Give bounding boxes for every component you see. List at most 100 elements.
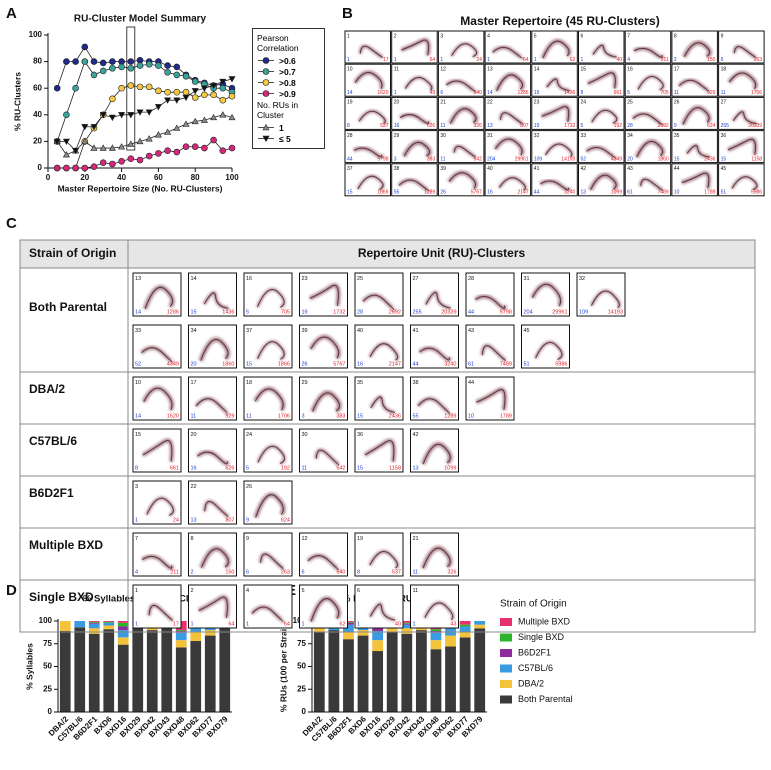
point xyxy=(81,137,89,145)
legend-label: Single BXD xyxy=(518,632,565,642)
cluster-id: 10 xyxy=(135,380,141,386)
cluster-units: 11 xyxy=(674,90,679,96)
thumb-image xyxy=(143,387,173,411)
x-tick-label: 60 xyxy=(154,173,163,182)
thumb-image xyxy=(369,343,399,361)
point xyxy=(118,143,126,150)
bar-segment xyxy=(59,621,71,632)
y-tick-label: 50 xyxy=(43,662,52,671)
thumb-frame xyxy=(299,376,348,421)
strain-name: Both Parental xyxy=(29,300,107,314)
chart-title: RU-Cluster Model Summary xyxy=(74,14,207,25)
bar-segment xyxy=(190,641,202,712)
thumb-image xyxy=(731,176,758,190)
strain-name: Multiple BXD xyxy=(29,538,103,552)
panel-title: Master Repertoire (45 RU-Clusters) xyxy=(460,14,659,28)
cluster-syllables: 624 xyxy=(281,518,290,524)
cluster-thumbnail: 21 11 326 xyxy=(437,96,485,130)
bar-segment xyxy=(117,630,129,638)
cluster-units: 52 xyxy=(135,362,141,368)
cluster-syllables: 2147 xyxy=(517,190,528,196)
cluster-units: 15 xyxy=(357,414,363,420)
cluster-thumbnail: 19 8 537 xyxy=(354,532,404,577)
cluster-units: 1 xyxy=(394,57,397,63)
cluster-thumbnail: 38 55 1289 xyxy=(410,376,459,421)
cluster-units: 6 xyxy=(440,90,443,96)
legend-label: >0.6 xyxy=(279,55,296,66)
cluster-units: 8 xyxy=(581,90,584,96)
bar-segment xyxy=(175,640,187,648)
thumb-image xyxy=(399,114,430,124)
cluster-thumbnail: 15 8 661 xyxy=(578,63,625,97)
cluster-thumbnail: 2 1 64 xyxy=(188,584,237,629)
thumb-image xyxy=(255,494,284,518)
thumb-image xyxy=(732,111,757,125)
cluster-units: 4 xyxy=(627,57,630,63)
cluster-syllables: 7489 xyxy=(658,190,669,196)
cluster-syllables: 17 xyxy=(173,622,179,628)
legend-marker xyxy=(258,135,274,143)
point xyxy=(191,117,199,125)
thumb-image xyxy=(362,294,395,310)
cluster-thumbnail: 30 11 542 xyxy=(437,130,485,164)
cluster-id: 6 xyxy=(581,33,584,39)
point xyxy=(228,76,236,83)
legend-entry: >0.7 xyxy=(257,66,321,77)
y-axis-label: % RUs (100 per Strain) xyxy=(278,621,288,712)
x-tick-label: 40 xyxy=(117,173,126,182)
cluster-units: 61 xyxy=(627,190,633,196)
point xyxy=(118,63,125,71)
cluster-units: 6 xyxy=(302,570,305,576)
legend-label: Multiple BXD xyxy=(518,616,571,626)
cluster-syllables: 929 xyxy=(707,90,716,96)
bar-segment xyxy=(474,624,486,629)
cluster-id: 17 xyxy=(674,67,680,73)
cluster-thumbnail: 24 5 192 xyxy=(243,428,293,473)
legend-label: ≤ 5 xyxy=(279,133,291,144)
cluster-id: 5 xyxy=(302,588,305,594)
cluster-id: 31 xyxy=(524,276,530,282)
cluster-thumbnail: 31 204 29961 xyxy=(484,130,532,164)
cluster-syllables: 2147 xyxy=(389,362,401,368)
cluster-units: 8 xyxy=(347,123,350,129)
strain-name: B6D2F1 xyxy=(29,486,74,500)
thumb-image xyxy=(590,290,620,309)
cluster-syllables: 626 xyxy=(225,466,234,472)
cluster-thumbnail: 10 14 1620 xyxy=(132,376,182,421)
bar-segment xyxy=(103,622,115,626)
point xyxy=(90,71,98,79)
cluster-id: 37 xyxy=(347,166,353,172)
cluster-thumbnail: 44 10 1789 xyxy=(465,376,515,421)
y-tick-label: 0 xyxy=(38,163,43,172)
cluster-syllables: 62 xyxy=(570,57,576,63)
cluster-units: 55 xyxy=(413,414,419,420)
cluster-units: 16 xyxy=(191,466,197,472)
cluster-id: 13 xyxy=(487,67,493,73)
legend-entry: 1 xyxy=(257,122,321,133)
cluster-thumbnail: 31 204 29961 xyxy=(521,272,570,317)
point xyxy=(182,120,190,127)
thumb-image xyxy=(417,398,451,414)
cluster-thumbnail: 14 15 1436 xyxy=(531,63,578,97)
cluster-thumbnail: 41 44 3240 xyxy=(410,324,459,369)
cluster-id: 25 xyxy=(357,276,363,282)
cluster-id: 33 xyxy=(581,133,587,139)
bar-segment xyxy=(343,621,354,622)
cluster-id: 11 xyxy=(413,588,419,594)
thumb-image xyxy=(587,72,616,89)
cluster-syllables: 537 xyxy=(392,570,401,576)
point xyxy=(219,78,227,86)
cluster-thumbnail: 25 28 2692 xyxy=(354,272,404,317)
cluster-id: 39 xyxy=(302,328,308,334)
y-tick-label: 100 xyxy=(39,616,53,625)
cluster-syllables: 3240 xyxy=(444,362,456,368)
thumb-image xyxy=(403,141,431,157)
x-tick-label: 20 xyxy=(80,173,89,182)
thumb-frame xyxy=(243,272,293,317)
cluster-units: 11 xyxy=(302,466,308,472)
cluster-id: 32 xyxy=(534,133,540,139)
thumb-image xyxy=(682,107,710,125)
cluster-thumbnail: 37 15 1866 xyxy=(243,324,293,369)
cluster-thumbnail: 22 13 807 xyxy=(188,480,237,525)
cluster-syllables: 5767 xyxy=(333,362,345,368)
